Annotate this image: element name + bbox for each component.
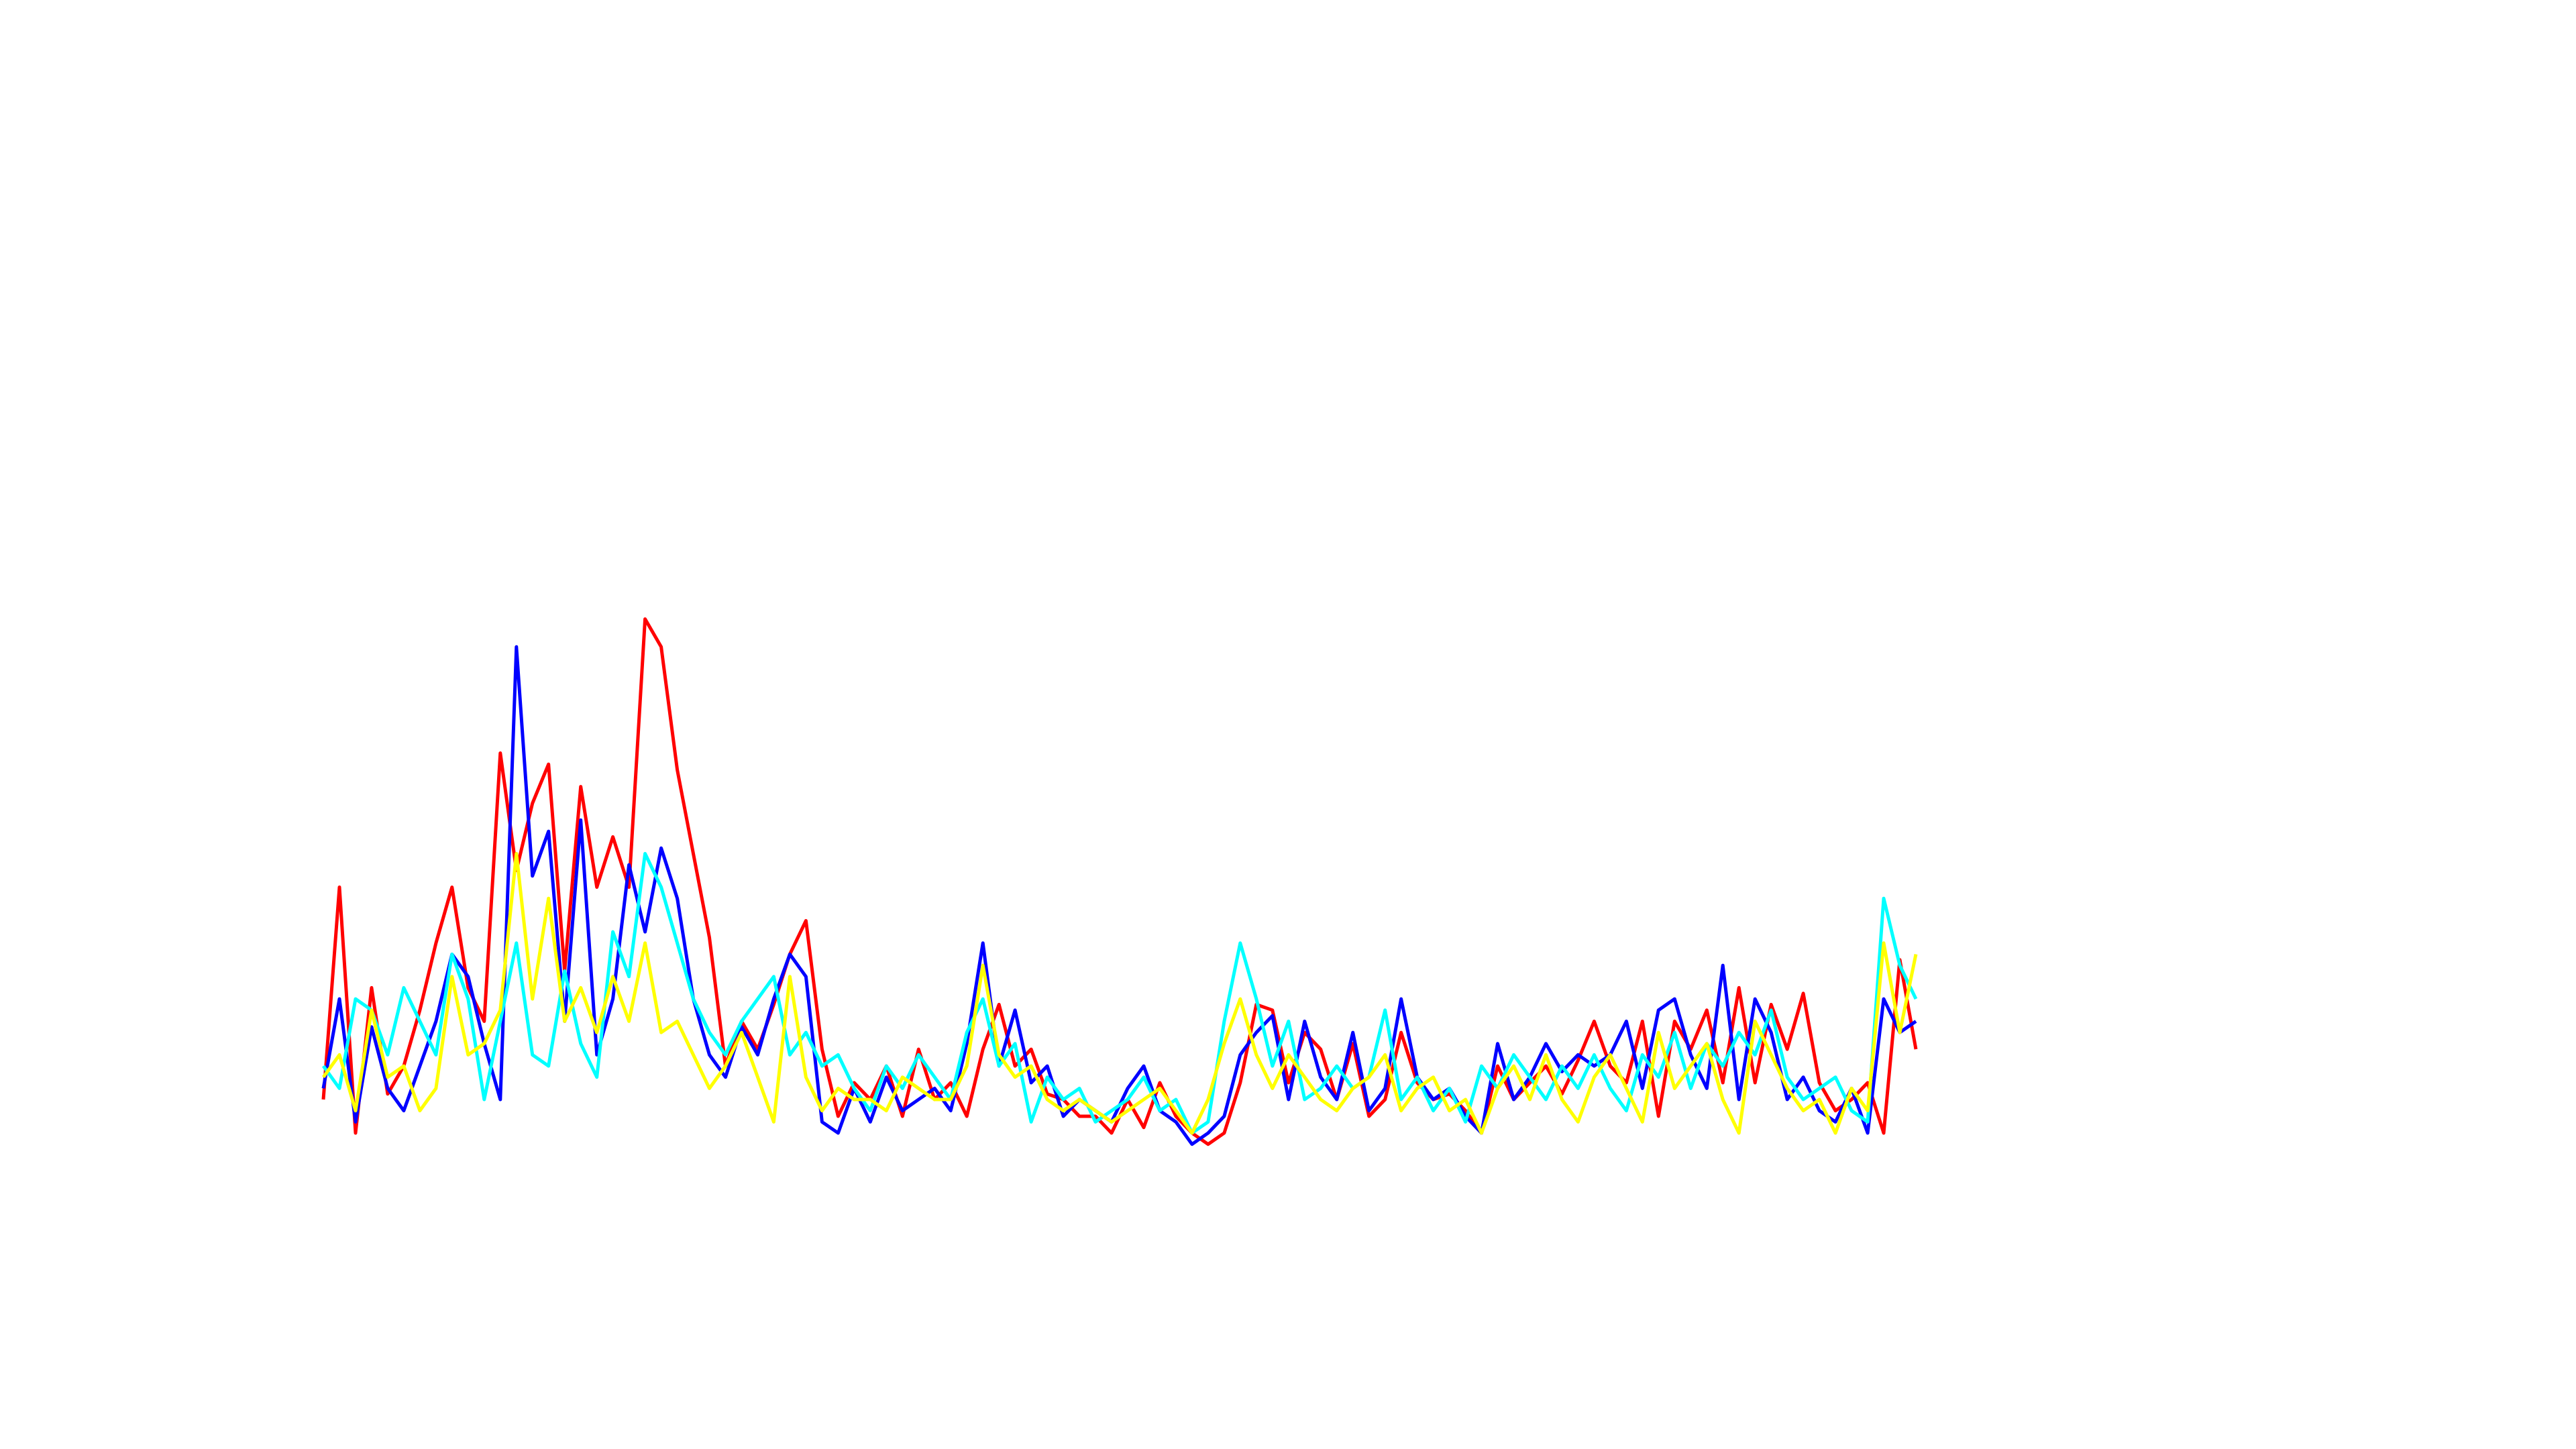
series-line [321, 645, 1917, 1146]
series-line [321, 617, 1918, 1146]
series-line [321, 852, 1918, 1135]
series-line [321, 852, 1918, 1135]
